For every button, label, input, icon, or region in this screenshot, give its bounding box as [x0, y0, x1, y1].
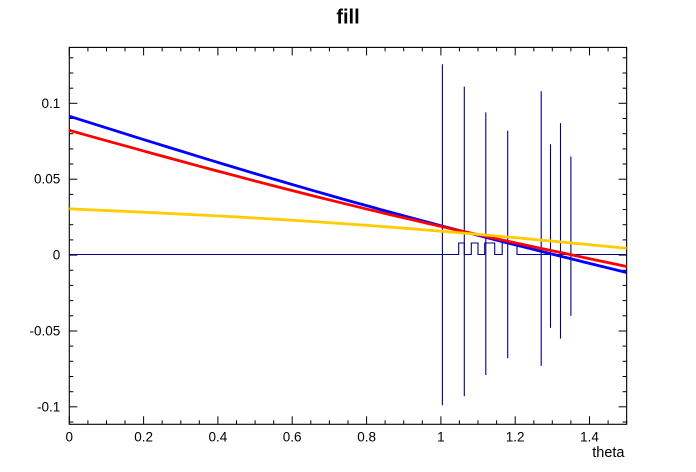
svg-text:-0.1: -0.1	[37, 399, 60, 414]
svg-text:1.2: 1.2	[506, 429, 525, 444]
svg-text:-0.05: -0.05	[30, 324, 61, 339]
svg-text:theta: theta	[592, 445, 625, 461]
svg-text:1: 1	[437, 429, 445, 444]
svg-text:fill: fill	[336, 7, 359, 29]
svg-text:0.6: 0.6	[283, 429, 302, 444]
svg-text:0.4: 0.4	[209, 429, 228, 444]
svg-text:1.4: 1.4	[580, 429, 599, 444]
svg-text:0.2: 0.2	[134, 429, 153, 444]
svg-text:0: 0	[66, 429, 74, 444]
svg-text:0.1: 0.1	[42, 96, 61, 111]
svg-text:0.8: 0.8	[357, 429, 376, 444]
svg-text:0: 0	[53, 248, 61, 263]
svg-text:0.05: 0.05	[34, 172, 60, 187]
